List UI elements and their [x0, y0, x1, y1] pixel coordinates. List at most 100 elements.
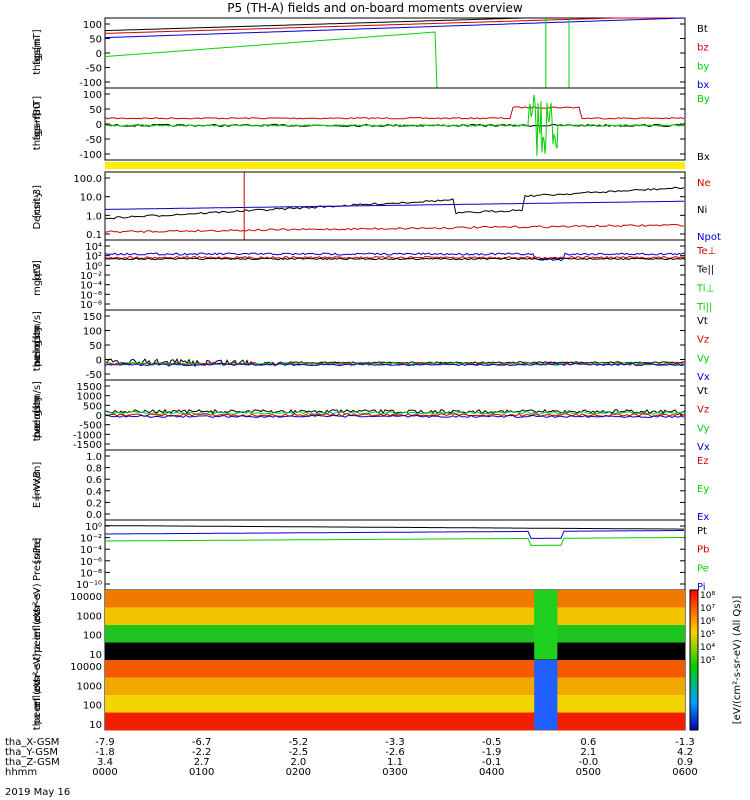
legend-by: by — [697, 61, 709, 72]
legend-ey: Ey — [697, 484, 709, 495]
figure-title: P5 (TH-A) fields and on-board moments ov… — [227, 1, 523, 15]
y-tick-label: 10⁻⁶ — [80, 290, 102, 301]
x-row-label: hhmm — [5, 767, 37, 778]
legend-npot: Npot — [697, 232, 721, 243]
y-tick-label: 0.6 — [86, 475, 102, 486]
spectrogram-band — [105, 712, 685, 731]
y-axis-label-line: [mV/m] — [32, 462, 43, 500]
y-tick-label: 10.0 — [80, 193, 102, 204]
y-axis-label-line: [nT] — [32, 96, 43, 116]
x-tick-label: 4.2 — [677, 747, 693, 758]
x-tick-label: 2.1 — [580, 747, 596, 758]
y-axis-label-line: Pressure — [32, 538, 43, 581]
y-tick-label: 0.8 — [86, 464, 102, 475]
panel-density: 100.0 10.0 1.0 0.1 Density[cm-3] Ne Ni Npot — [32, 171, 721, 243]
y-axis-label-line: [km/s] — [32, 311, 43, 343]
legend-bt: Bt — [697, 24, 708, 35]
x-tick-label: -3.3 — [385, 737, 405, 748]
panel-peer-spectrogram: 10000 1000 100 10 thapeerenefluxeV(cm²-s-sr-… — [32, 653, 686, 731]
series-bz-filtered — [104, 106, 685, 120]
x-tick-label: 0200 — [286, 767, 311, 778]
series-vt — [105, 408, 686, 415]
legend-pt: Pt — [697, 526, 707, 537]
y-tick-label: 1500 — [77, 382, 102, 393]
colorbar-label: [eV/(cm²-s-sr-eV) (All Qs)] — [732, 596, 743, 725]
legend-vz: Vz — [697, 335, 709, 346]
y-axis-label-line: peem — [32, 410, 43, 438]
series-npot — [105, 200, 684, 210]
x-tick-label: 3.4 — [97, 757, 113, 768]
y-tick-label: -500 — [79, 421, 102, 432]
y-axis-label-line: E=-VxB — [32, 471, 43, 508]
y-axis-label-line: [nPa] — [32, 537, 43, 563]
legend-te⊥: Te⊥ — [696, 246, 716, 257]
series-group — [104, 252, 686, 262]
legend-vt: Vt — [697, 316, 708, 327]
y-tick-label: 1000 — [77, 392, 102, 403]
series-vx — [104, 363, 685, 367]
y-axis-label-line: (cm²-s- — [32, 659, 43, 695]
series-group — [105, 590, 685, 661]
legend-vy: Vy — [697, 423, 710, 434]
x-tick-label: -5.2 — [289, 737, 309, 748]
y-tick-label: 10⁻⁴ — [80, 545, 102, 556]
y-axis-label-line: fgs — [32, 125, 43, 140]
x-tick-label: 0100 — [189, 767, 214, 778]
legend-ni: Ni — [697, 205, 707, 216]
x-tick-label: -2.2 — [192, 747, 212, 758]
y-tick-label: 10⁴ — [85, 242, 102, 253]
x-tick-label: 1.1 — [387, 757, 403, 768]
x-tick-label: -0.1 — [482, 757, 502, 768]
y-tick-label: 10⁻¹⁰ — [76, 580, 102, 591]
y-tick-label: 0.4 — [86, 487, 102, 498]
y-axis-label-line: tha — [32, 134, 43, 150]
series-bx — [104, 17, 686, 39]
y-axis-label-line: eV — [32, 609, 43, 622]
plot-area — [104, 171, 686, 241]
x-tick-label: -7.9 — [95, 737, 115, 748]
spectrogram-feature — [534, 660, 558, 730]
y-axis-label-line: tha — [32, 644, 43, 660]
legend-pi: Pi — [697, 582, 706, 593]
y-axis-label: Pressure[nPa] — [32, 537, 43, 580]
legend-vt: Vt — [697, 386, 708, 397]
y-tick-label: 10⁰ — [85, 261, 102, 272]
y-tick-label: 50 — [89, 105, 102, 116]
y-axis-label: mgqt3[eV] — [32, 260, 43, 296]
legend-by: By — [697, 94, 710, 105]
panel-peir-spectrogram: 10000 1000 100 10 thapeirenefluxeV(cm²-s-sr-… — [32, 583, 686, 661]
colorbar-tick: 10⁶ — [700, 617, 715, 627]
series-vz — [104, 413, 685, 417]
legend-ti⊥: Ti⊥ — [696, 283, 714, 294]
y-axis-label-line: gsm — [32, 325, 43, 346]
legend-vx: Vx — [697, 442, 710, 453]
panel-fgs-gsm: 100 50 0 -50 -100 thafgsgsm[nT] Bt bz by bx — [32, 17, 709, 91]
series-vy — [104, 410, 685, 415]
series-pi — [105, 530, 684, 539]
series-group — [104, 95, 686, 169]
plot-area — [104, 309, 686, 381]
y-axis-label: Density[cm-3] — [32, 185, 43, 230]
y-axis-label-line: en — [32, 628, 43, 641]
series-group — [105, 525, 684, 546]
x-tick-label: 0500 — [576, 767, 601, 778]
legend-ez: Ez — [697, 456, 709, 467]
y-tick-label: 100 — [83, 631, 102, 642]
y-tick-label: 10⁻⁶ — [80, 557, 102, 568]
date-label: 2019 May 16 — [5, 787, 70, 798]
y-tick-label: 10⁻² — [80, 271, 102, 282]
x-tick-label: 0000 — [92, 767, 117, 778]
y-tick-label: 0 — [96, 356, 102, 367]
x-tick-label: 2.7 — [194, 757, 210, 768]
y-tick-label: 0 — [96, 411, 102, 422]
y-axis-label-line: ~f80 — [32, 103, 43, 128]
panel-fgs-gsm-filtered: 100 50 0 -50 -100 thafgsgsm~f80[nT] By Bx — [32, 87, 710, 169]
y-tick-label: 0.0 — [86, 510, 102, 521]
x-tick-label: -2.5 — [289, 747, 309, 758]
y-axis-label-line: gsm — [32, 38, 43, 59]
y-tick-label: 0.1 — [86, 230, 102, 241]
y-tick-label: 10⁻⁸ — [80, 568, 102, 579]
x-row-label: tha_X-GSM — [5, 737, 59, 748]
